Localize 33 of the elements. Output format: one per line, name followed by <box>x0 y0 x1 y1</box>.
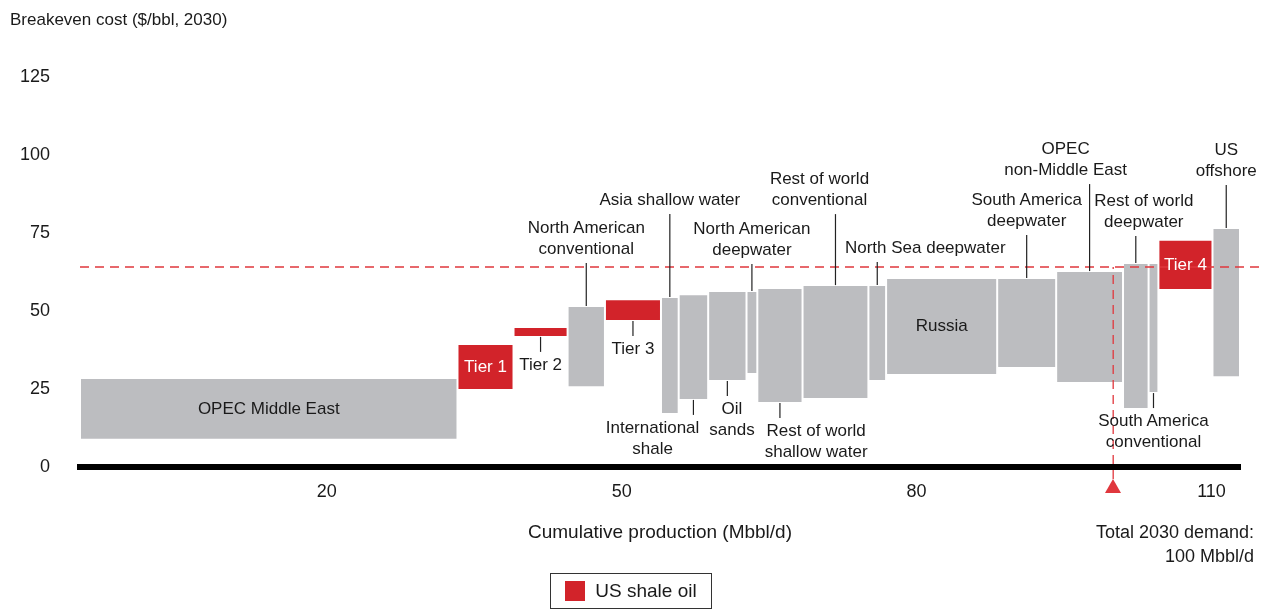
annotation: Tier 4 <box>1164 254 1207 274</box>
ref-line-label: Total 2030 demand: 100 Mbbl/d <box>1095 521 1254 566</box>
annotation: Rest of world deepwater <box>1094 191 1194 232</box>
y-tick-label: 25 <box>29 377 50 398</box>
annotation: Russia <box>915 316 969 336</box>
y-tick-label: 75 <box>29 221 50 242</box>
annotation: Oil sands <box>709 399 755 440</box>
annotation: Rest of world conventional <box>769 169 870 210</box>
x-tick-label: 80 <box>906 480 927 501</box>
x-tick-label: 110 <box>1197 480 1226 501</box>
annotation: South America deepwater <box>971 190 1083 231</box>
annotation: South America conventional <box>1098 411 1210 452</box>
y-axis-title: Breakeven cost ($/bbl, 2030) <box>10 9 228 29</box>
legend-label: US shale oil <box>595 580 697 602</box>
annotation: Asia shallow water <box>599 190 741 210</box>
annotation: Rest of world shallow water <box>764 421 868 462</box>
y-tick-label: 0 <box>39 455 50 476</box>
annotation: International shale <box>605 418 700 459</box>
annotation: OPEC non-Middle East <box>1004 139 1128 180</box>
annotation: Tier 2 <box>519 355 562 375</box>
x-tick-label: 50 <box>611 480 632 501</box>
annotation: North American deepwater <box>693 219 811 260</box>
x-tick-label: 20 <box>316 480 337 501</box>
y-tick-label: 125 <box>19 65 50 86</box>
x-axis-title: Cumulative production (Mbbl/d) <box>527 521 793 543</box>
annotation: North Sea deepwater <box>844 238 1006 258</box>
annotation: US offshore <box>1195 140 1257 181</box>
annotation: Tier 3 <box>611 339 655 359</box>
y-tick-label: 50 <box>29 299 50 320</box>
annotation: Tier 1 <box>464 356 507 376</box>
y-tick-label: 100 <box>19 143 50 164</box>
annotation: North American conventional <box>527 218 645 259</box>
annotation: OPEC Middle East <box>197 398 340 418</box>
